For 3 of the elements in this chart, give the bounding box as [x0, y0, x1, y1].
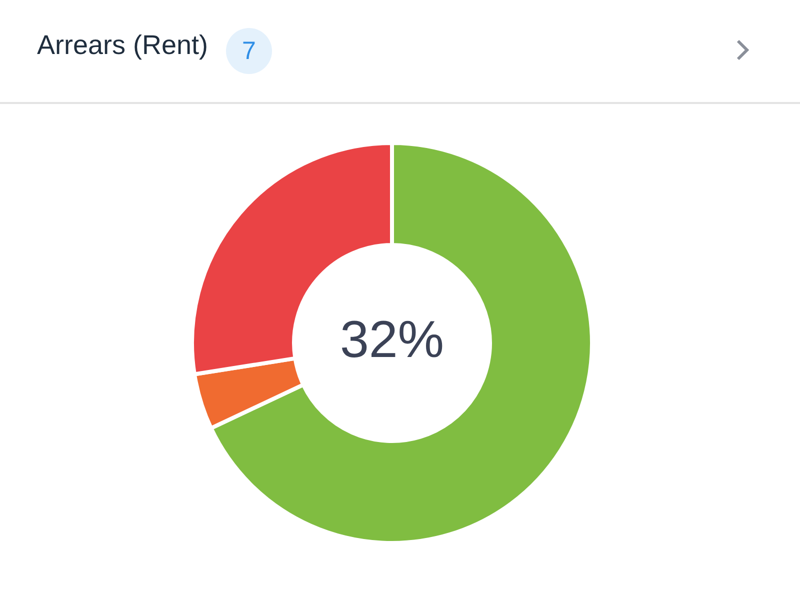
chart-title: Arrears (Rent) [37, 30, 208, 61]
chart-subtitle: 7 [226, 28, 272, 74]
text: 32% [338, 310, 446, 370]
